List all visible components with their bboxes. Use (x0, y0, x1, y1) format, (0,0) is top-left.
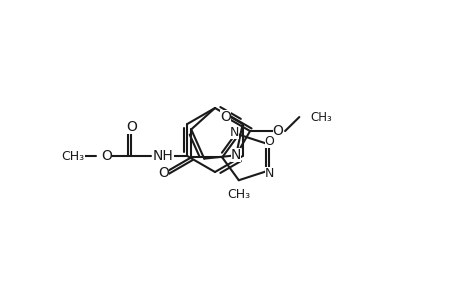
Text: O: O (272, 124, 283, 138)
Text: O: O (126, 120, 136, 134)
Text: O: O (220, 110, 231, 124)
Text: CH₃: CH₃ (62, 149, 84, 163)
Text: N: N (230, 126, 239, 139)
Text: O: O (264, 135, 274, 148)
Text: O: O (101, 149, 112, 163)
Text: N: N (230, 148, 241, 162)
Text: O: O (158, 167, 169, 180)
Text: CH₃: CH₃ (227, 188, 250, 201)
Text: NH: NH (152, 149, 174, 163)
Text: CH₃: CH₃ (310, 111, 331, 124)
Text: N: N (264, 167, 274, 180)
